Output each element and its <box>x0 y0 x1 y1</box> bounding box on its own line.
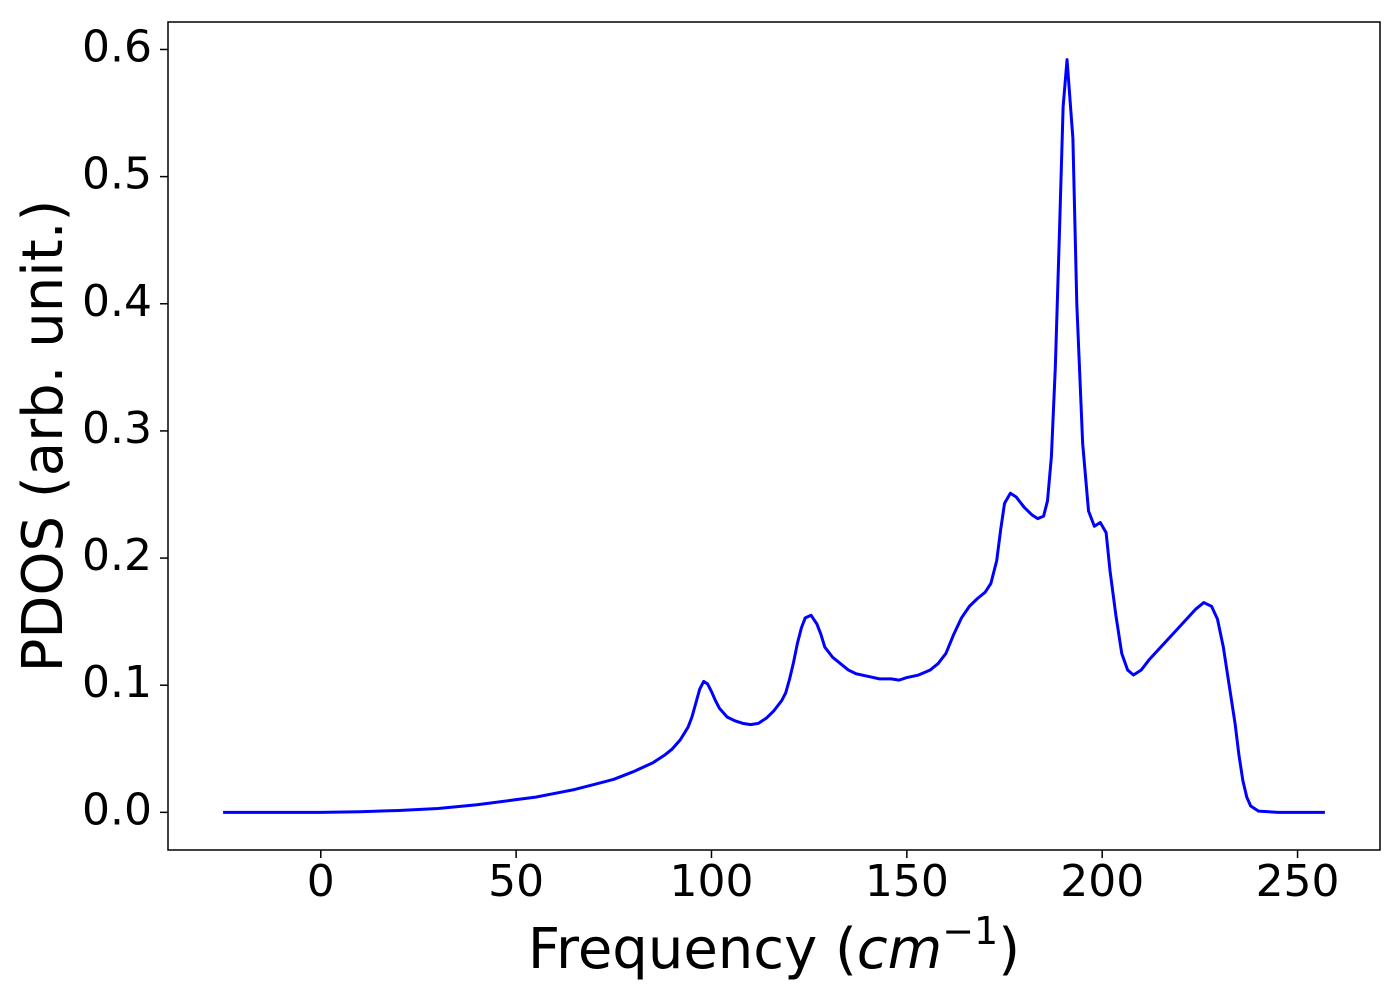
x-axis-label: Frequency (cm−1) <box>528 909 1020 982</box>
x-label-part: ) <box>998 917 1020 982</box>
y-tick-label: 0.2 <box>82 530 152 581</box>
x-tick-label: 250 <box>1256 856 1340 907</box>
y-tick-label: 0.3 <box>82 403 152 454</box>
x-label-part: −1 <box>942 909 998 953</box>
line-series <box>223 58 1325 814</box>
y-axis-label: PDOS (arb. unit.) <box>11 200 76 673</box>
y-tick-label: 0.5 <box>82 149 152 200</box>
x-label-part: Frequency ( <box>528 917 857 982</box>
x-tick-label: 200 <box>1060 856 1144 907</box>
x-tick-label: 150 <box>865 856 949 907</box>
plot-frame <box>167 21 1381 851</box>
x-tick-label: 100 <box>669 856 753 907</box>
y-tick-label: 0.6 <box>82 21 152 72</box>
y-tick-label: 0.0 <box>82 784 152 835</box>
y-tick-label: 0.1 <box>82 657 152 708</box>
x-label-part: cm <box>857 917 942 982</box>
x-tick-label: 50 <box>488 856 544 907</box>
x-tick-label: 0 <box>307 856 335 907</box>
y-tick-label: 0.4 <box>82 276 152 327</box>
